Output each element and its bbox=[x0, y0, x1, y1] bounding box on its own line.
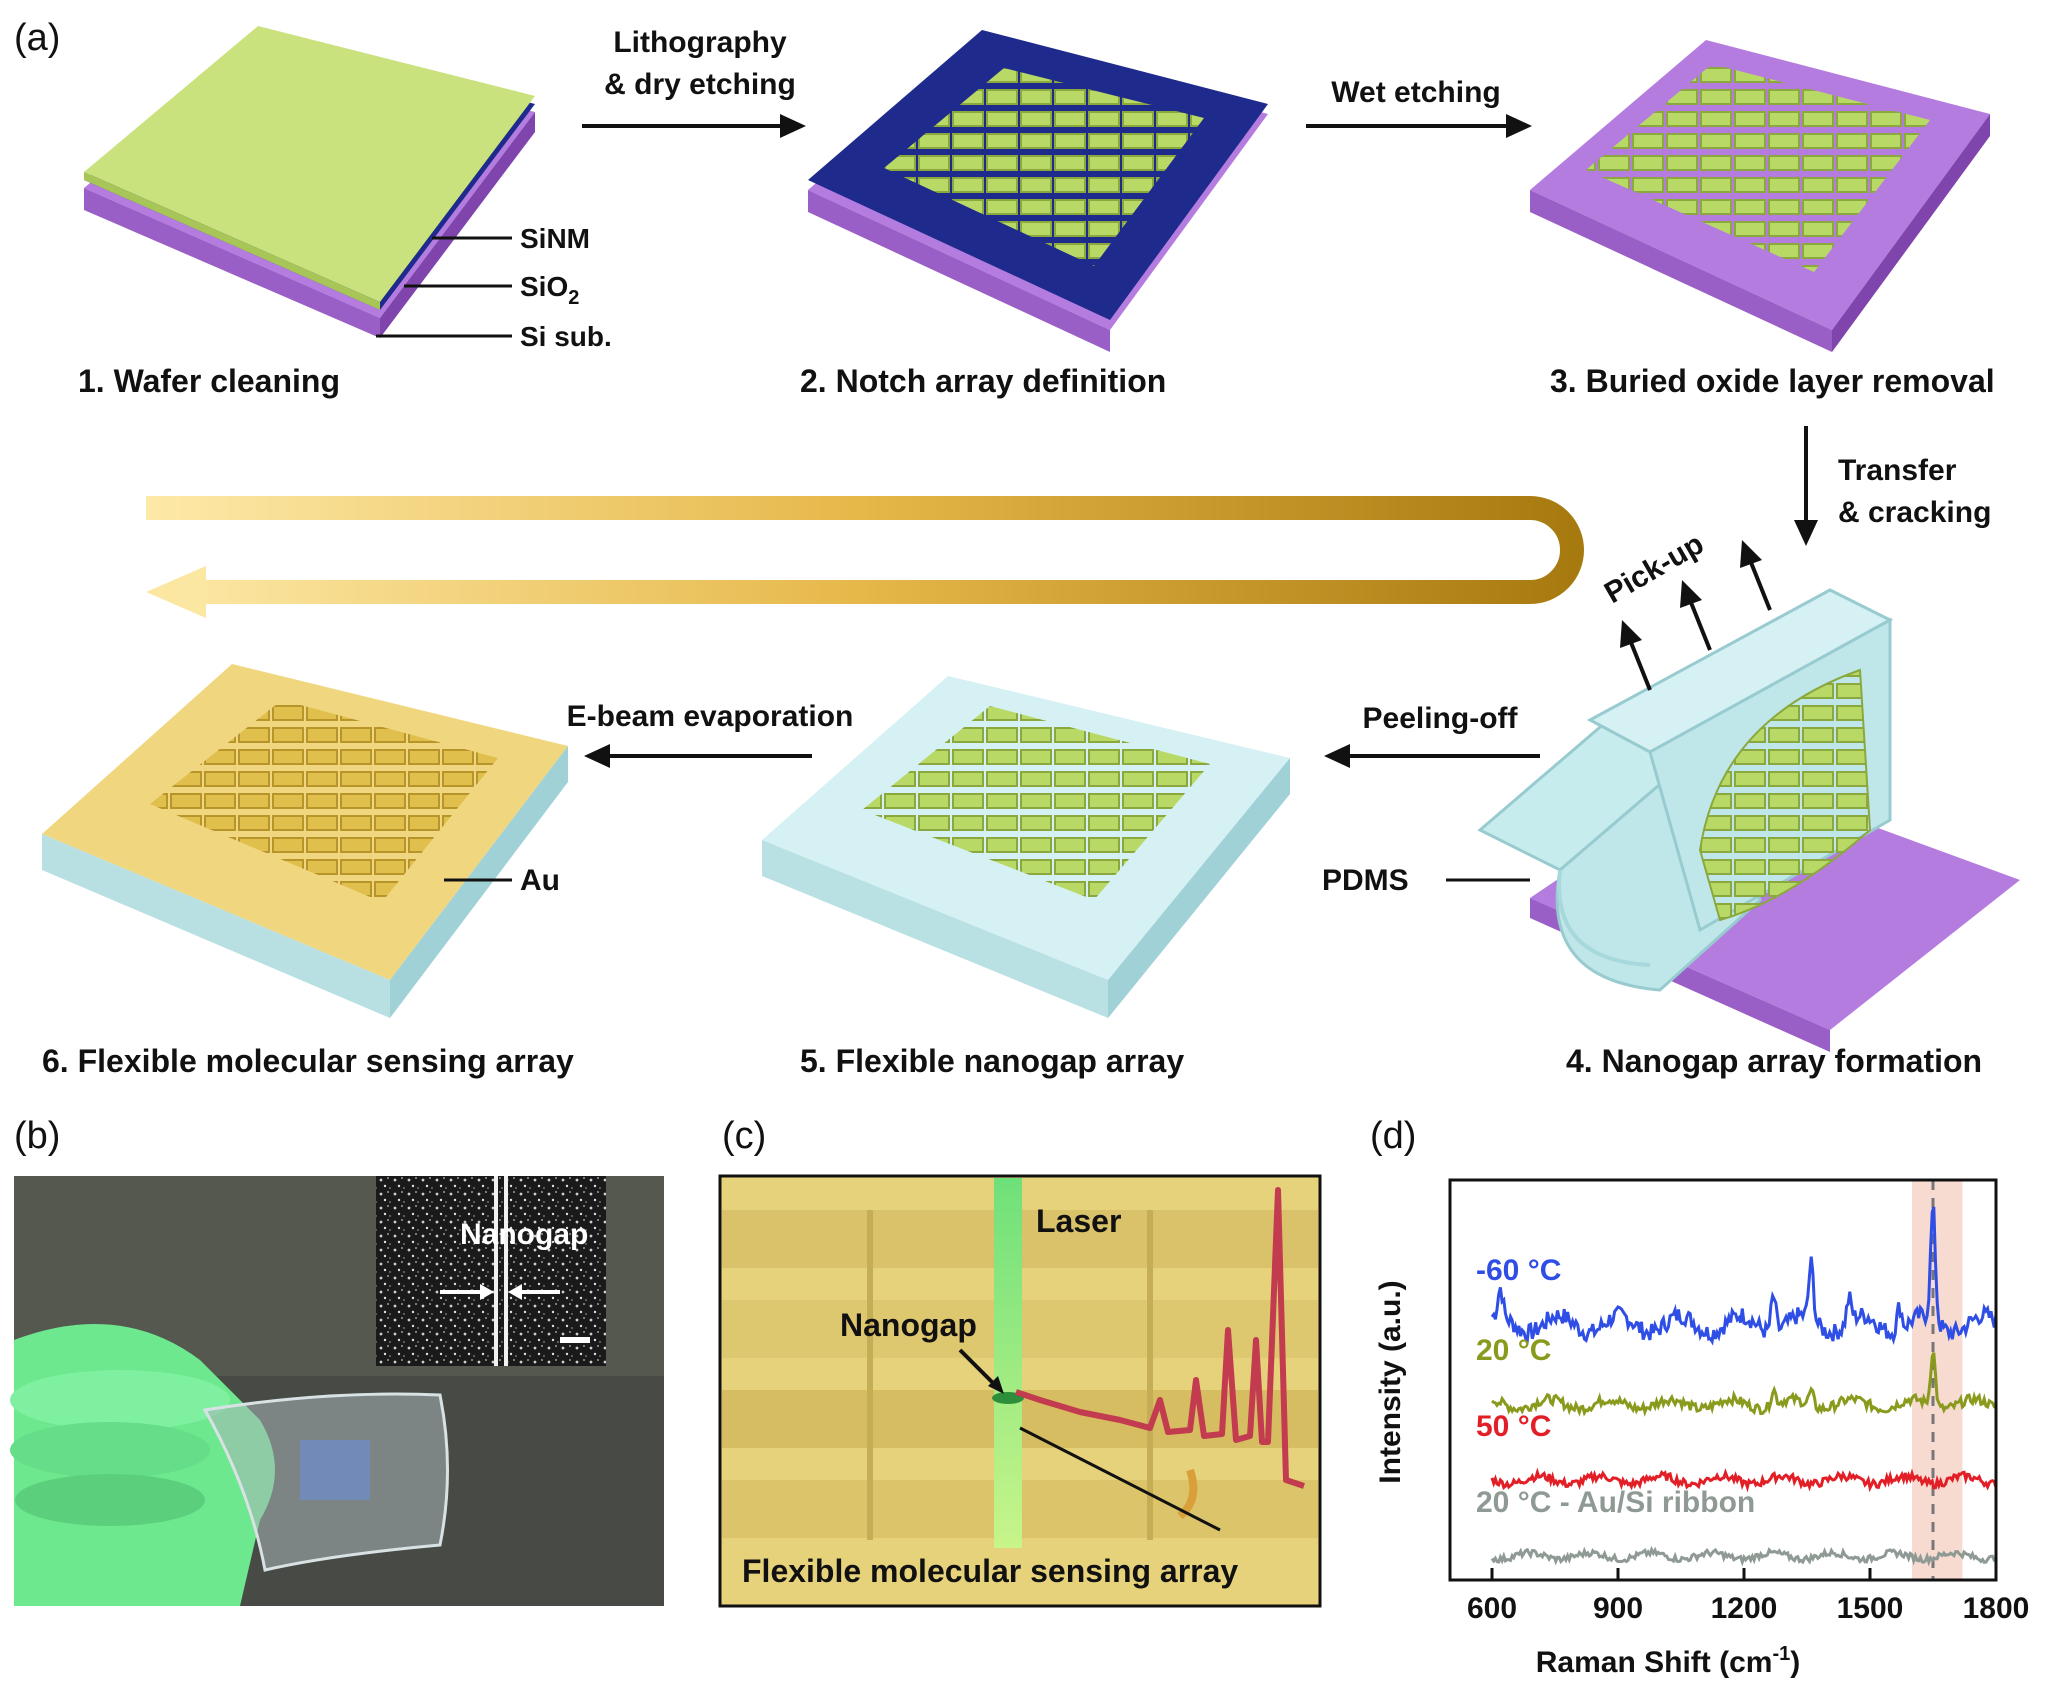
si-sub-label: Si sub. bbox=[520, 321, 612, 352]
transfer-label-2: & cracking bbox=[1838, 496, 1991, 529]
step3-label: 3. Buried oxide layer removal bbox=[1550, 363, 1995, 399]
litho-label-1: Lithography bbox=[613, 26, 787, 59]
laser-beam bbox=[994, 1178, 1022, 1548]
series-line bbox=[1490, 1206, 1998, 1346]
panel-d-label: (d) bbox=[1370, 1115, 1416, 1157]
x-tick-label: 1800 bbox=[1963, 1592, 2030, 1625]
series-label: -60 °C bbox=[1476, 1254, 1561, 1287]
x-tick-label: 1500 bbox=[1837, 1592, 1904, 1625]
litho-label-2: & dry etching bbox=[604, 68, 796, 101]
released-notches bbox=[1586, 64, 1930, 272]
x-tick-label: 600 bbox=[1467, 1592, 1517, 1625]
panel-c-label: (c) bbox=[722, 1115, 766, 1157]
series-label: 50 °C bbox=[1476, 1410, 1551, 1443]
arrow-ebeam-head bbox=[584, 744, 610, 768]
spectrum-sketch bbox=[1015, 1187, 1305, 1489]
array-label: Flexible molecular sensing array bbox=[742, 1553, 1238, 1589]
flexible-nanogap-substrate bbox=[762, 676, 1290, 1018]
panel-a-label: (a) bbox=[14, 17, 60, 59]
nanogap-array bbox=[862, 706, 1210, 900]
step5-label: 5. Flexible nanogap array bbox=[800, 1043, 1184, 1079]
sio2-label: SiO2 bbox=[520, 271, 579, 309]
series-label: 20 °C - Au/Si ribbon bbox=[1476, 1486, 1755, 1519]
gold-sensing-substrate bbox=[42, 664, 568, 1018]
notch-array-wafer bbox=[808, 30, 1268, 352]
x-tick-label: 900 bbox=[1593, 1592, 1643, 1625]
nanogap-inset-label: Nanogap bbox=[460, 1218, 588, 1251]
pickup-arrows bbox=[1620, 540, 1772, 691]
arrow-transfer-head bbox=[1794, 520, 1818, 546]
series-line bbox=[1490, 1467, 1998, 1493]
released-array-wafer bbox=[1530, 40, 1990, 352]
wet-label: Wet etching bbox=[1331, 76, 1500, 109]
notch-array bbox=[884, 68, 1204, 266]
gold-notch-array bbox=[150, 700, 498, 902]
laser-label: Laser bbox=[1036, 1203, 1121, 1239]
series-line bbox=[1491, 1352, 1996, 1417]
step6-label: 6. Flexible molecular sensing array bbox=[42, 1043, 574, 1079]
arrow-litho-head bbox=[780, 114, 806, 138]
step1-label: 1. Wafer cleaning bbox=[78, 363, 340, 399]
step4-label: 4. Nanogap array formation bbox=[1566, 1043, 1982, 1079]
y-axis-label: Intensity (a.u.) bbox=[1374, 1280, 1407, 1483]
x-axis-label: Raman Shift (cm-1) bbox=[1536, 1643, 1801, 1679]
pdms-label: PDMS bbox=[1322, 864, 1409, 897]
plot-frame bbox=[1448, 1178, 1998, 1582]
sensing-scene bbox=[718, 1174, 1322, 1608]
nanogap-label: Nanogap bbox=[840, 1307, 977, 1343]
raman-chart: -60 °C 20 °C 50 °C 20 °C - Au/Si ribbon 600 9… bbox=[1448, 1178, 2030, 1625]
arrow-wet-head bbox=[1506, 114, 1532, 138]
series-label: 20 °C bbox=[1476, 1334, 1551, 1367]
sinm-label: SiNM bbox=[520, 223, 590, 254]
pdms-peeling-assembly bbox=[1477, 588, 2020, 1052]
gold-return-arrow bbox=[146, 496, 1584, 618]
wafer-stack bbox=[84, 26, 535, 338]
x-tick-label: 1200 bbox=[1711, 1592, 1778, 1625]
photo-panel bbox=[10, 1176, 664, 1606]
ebeam-label: E-beam evaporation bbox=[567, 700, 854, 733]
sem-inset bbox=[376, 1176, 606, 1366]
au-label: Au bbox=[520, 864, 560, 897]
series-line bbox=[1490, 1545, 1996, 1567]
peel-label: Peeling-off bbox=[1363, 702, 1519, 735]
panel-b-label: (b) bbox=[14, 1115, 60, 1157]
arrow-peel-head bbox=[1324, 744, 1350, 768]
transfer-label-1: Transfer bbox=[1838, 454, 1957, 487]
step2-label: 2. Notch array definition bbox=[800, 363, 1166, 399]
